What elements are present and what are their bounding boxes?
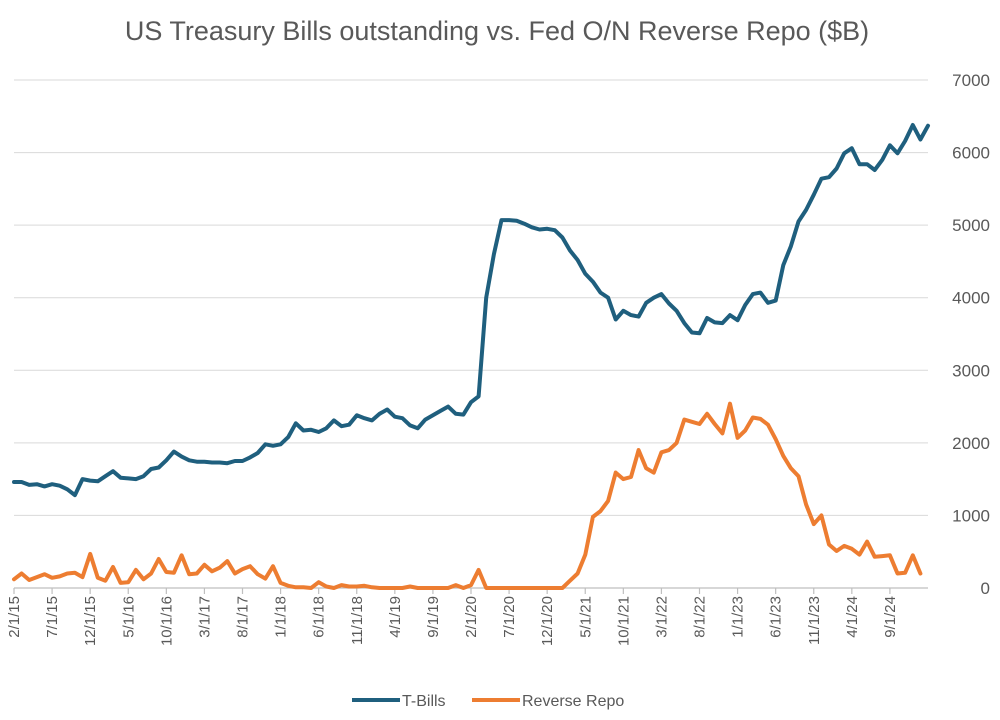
x-tick-label: 6/1/18 <box>311 596 328 638</box>
series-line-reverse-repo <box>12 401 923 590</box>
x-tick-label: 5/1/16 <box>120 596 137 638</box>
x-tick-label: 11/1/18 <box>349 596 366 645</box>
series-lines <box>12 123 930 590</box>
x-tick-label: 4/1/19 <box>387 596 404 638</box>
x-tick-label: 1/1/23 <box>730 596 747 638</box>
legend-label-t-bills: T-Bills <box>402 693 446 710</box>
legend-label-reverse-repo: Reverse Repo <box>522 693 624 710</box>
x-tick-label: 2/1/15 <box>6 596 23 638</box>
x-tick-label: 6/1/23 <box>768 596 785 638</box>
x-tick-label: 1/1/18 <box>273 596 290 638</box>
legend: T-Bills Reverse Repo <box>352 693 624 710</box>
x-tick-label: 8/1/22 <box>692 596 709 638</box>
x-tick-label: 7/1/20 <box>501 596 518 638</box>
x-tick-label: 9/1/19 <box>425 596 442 638</box>
x-tick-label: 10/1/21 <box>615 596 632 646</box>
y-tick-label-6000: 6000 <box>952 144 990 163</box>
x-tick-label: 12/1/15 <box>82 596 99 646</box>
y-tick-label-0: 0 <box>981 579 990 598</box>
x-tick-label: 7/1/15 <box>44 596 61 638</box>
y-tick-label-2000: 2000 <box>952 434 990 453</box>
chart-title: US Treasury Bills outstanding vs. Fed O/… <box>125 16 869 46</box>
x-axis <box>13 587 928 594</box>
series-line-t-bills <box>12 123 930 498</box>
x-tick-label: 8/1/17 <box>235 596 252 638</box>
x-tick-label: 11/1/23 <box>806 596 823 645</box>
y-axis-tick-labels: 0 1000 2000 3000 4000 5000 6000 7000 <box>952 71 990 598</box>
y-tick-label-4000: 4000 <box>952 289 990 308</box>
x-tick-label: 12/1/20 <box>539 596 556 646</box>
x-tick-label: 10/1/16 <box>158 596 175 646</box>
y-tick-label-7000: 7000 <box>952 71 990 90</box>
x-tick-label: 3/1/17 <box>196 596 213 638</box>
x-axis-tick-labels: 2/1/15 7/1/15 12/1/15 5/1/16 10/1/16 3/1/17 8/… <box>6 596 899 646</box>
y-tick-label-1000: 1000 <box>952 506 990 525</box>
x-tick-label: 4/1/24 <box>844 596 861 638</box>
y-tick-label-5000: 5000 <box>952 216 990 235</box>
x-tick-label: 2/1/20 <box>463 596 480 638</box>
gridlines <box>14 79 928 516</box>
x-tick-label: 9/1/24 <box>882 596 899 638</box>
x-tick-label: 3/1/22 <box>653 596 670 638</box>
x-tick-label: 5/1/21 <box>577 596 594 638</box>
y-tick-label-3000: 3000 <box>952 361 990 380</box>
